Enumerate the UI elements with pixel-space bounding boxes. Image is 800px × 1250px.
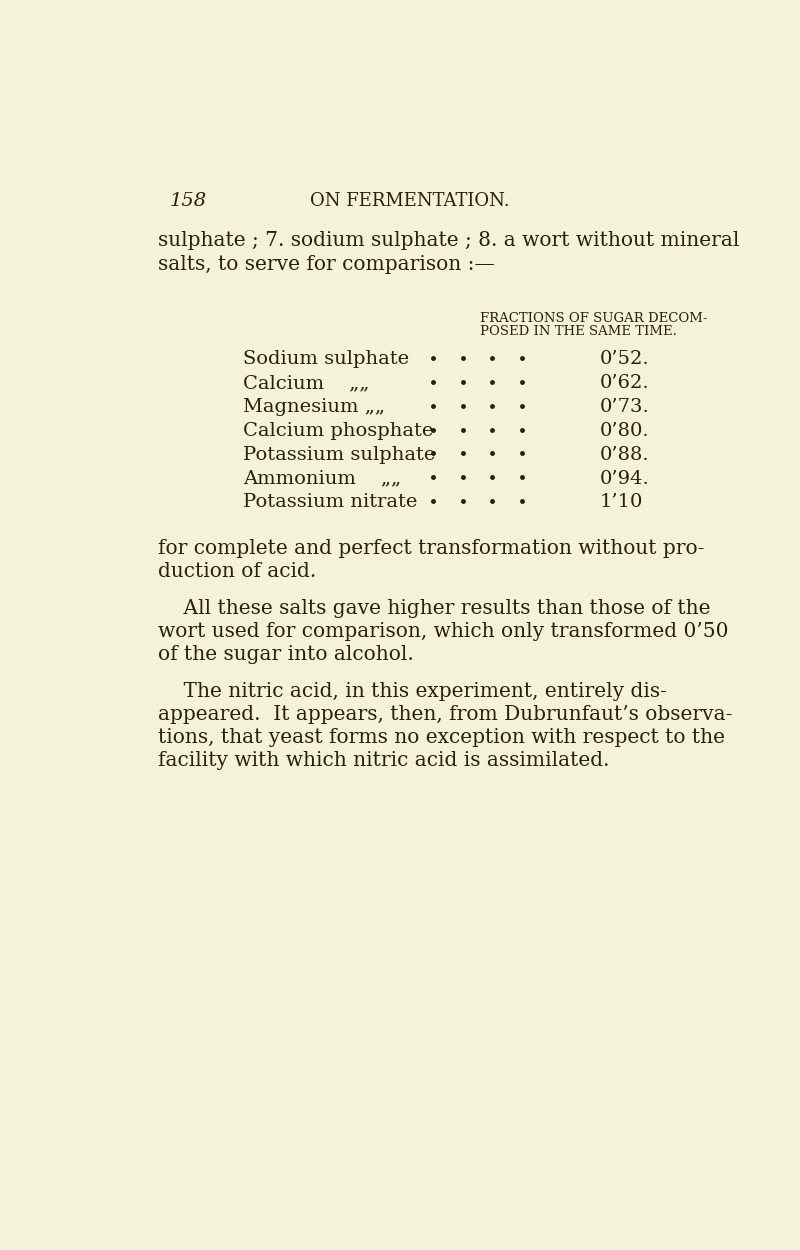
- Text: wort used for comparison, which only transformed 0’50: wort used for comparison, which only tra…: [158, 622, 729, 641]
- Text: ON FERMENTATION.: ON FERMENTATION.: [310, 192, 510, 210]
- Text: Calcium    „„: Calcium „„: [243, 374, 370, 392]
- Text: Magnesium „„: Magnesium „„: [243, 398, 386, 416]
- Text: 1’10: 1’10: [600, 494, 643, 511]
- Text: Potassium nitrate: Potassium nitrate: [243, 494, 418, 511]
- Text: salts, to serve for comparison :—: salts, to serve for comparison :—: [158, 255, 494, 275]
- Text: 158: 158: [170, 192, 207, 210]
- Text: of the sugar into alcohol.: of the sugar into alcohol.: [158, 645, 414, 664]
- Text: sulphate ; 7. sodium sulphate ; 8. a wort without mineral: sulphate ; 7. sodium sulphate ; 8. a wor…: [158, 231, 739, 250]
- Text: tions, that yeast forms no exception with respect to the: tions, that yeast forms no exception wit…: [158, 729, 725, 748]
- Text: duction of acid.: duction of acid.: [158, 562, 316, 581]
- Text: facility with which nitric acid is assimilated.: facility with which nitric acid is assim…: [158, 751, 610, 770]
- Text: 0’52.: 0’52.: [600, 350, 650, 369]
- Text: Sodium sulphate: Sodium sulphate: [243, 350, 410, 369]
- Text: Potassium sulphate: Potassium sulphate: [243, 446, 436, 464]
- Text: POSED IN THE SAME TIME.: POSED IN THE SAME TIME.: [480, 325, 677, 338]
- Text: 0’80.: 0’80.: [600, 421, 650, 440]
- Text: The nitric acid, in this experiment, entirely dis-: The nitric acid, in this experiment, ent…: [158, 682, 667, 701]
- Text: 0’62.: 0’62.: [600, 374, 650, 392]
- Text: FRACTIONS OF SUGAR DECOM-: FRACTIONS OF SUGAR DECOM-: [480, 311, 707, 325]
- Text: 0’94.: 0’94.: [600, 470, 650, 488]
- Text: Calcium phosphate: Calcium phosphate: [243, 421, 434, 440]
- Text: appeared.  It appears, then, from Dubrunfaut’s observa-: appeared. It appears, then, from Dubrunf…: [158, 705, 733, 724]
- Text: Ammonium    „„: Ammonium „„: [243, 470, 402, 488]
- Text: 0’73.: 0’73.: [600, 398, 650, 416]
- Text: All these salts gave higher results than those of the: All these salts gave higher results than…: [158, 599, 710, 618]
- Text: for complete and perfect transformation without pro-: for complete and perfect transformation …: [158, 539, 705, 558]
- Text: 0’88.: 0’88.: [600, 446, 650, 464]
